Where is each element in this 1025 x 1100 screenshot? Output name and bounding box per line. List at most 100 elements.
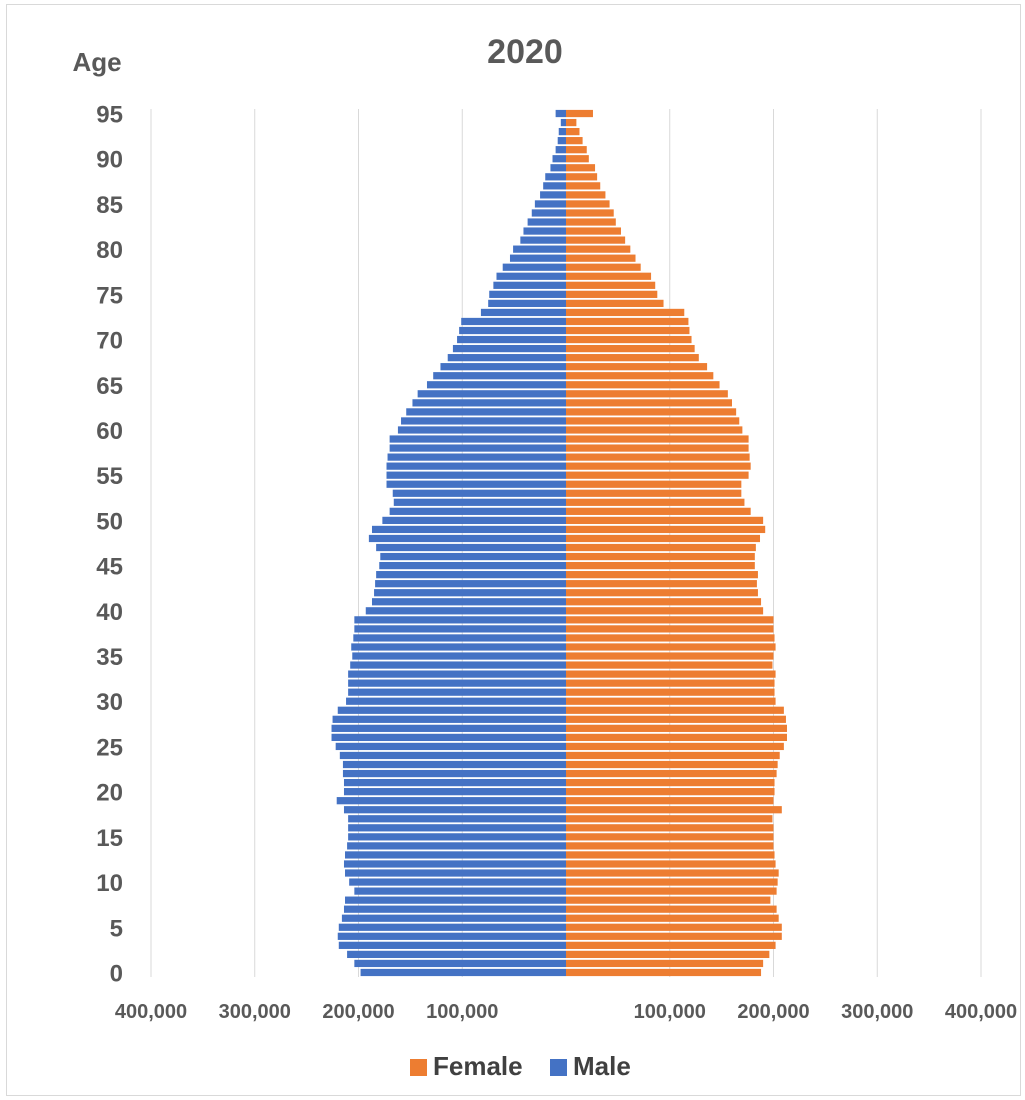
bar-male-age-7 — [343, 905, 566, 913]
bar-female-age-89 — [566, 164, 596, 172]
bar-female-age-57 — [566, 453, 750, 461]
bar-female-age-61 — [566, 417, 740, 425]
bar-male-age-48 — [368, 534, 566, 543]
bar-female-age-2 — [566, 950, 770, 959]
bar-female-age-54 — [566, 480, 742, 488]
bar-male-age-74 — [488, 299, 566, 308]
bar-male-age-36 — [351, 643, 566, 651]
bar-female-age-86 — [566, 191, 606, 199]
bar-female-age-69 — [566, 344, 695, 353]
y-tick-label: 65 — [96, 373, 123, 400]
bar-male-age-22 — [342, 769, 566, 778]
bar-female-age-5 — [566, 923, 782, 931]
bar-male-age-45 — [379, 561, 566, 570]
legend-male: Male — [550, 1051, 631, 1081]
y-tick-label: 35 — [96, 644, 123, 671]
bar-male-age-53 — [392, 489, 566, 497]
y-tick-label: 15 — [96, 825, 123, 852]
bar-female-age-44 — [566, 571, 758, 579]
bar-female-age-82 — [566, 227, 621, 235]
bar-female-age-29 — [566, 706, 784, 714]
bar-female-age-90 — [566, 155, 589, 163]
bar-female-age-1 — [566, 959, 764, 968]
bar-male-age-46 — [380, 552, 566, 561]
legend: Female Male — [410, 1051, 631, 1081]
bar-female-age-67 — [566, 363, 708, 371]
bar-male-age-81 — [520, 236, 566, 244]
bar-female-age-52 — [566, 498, 745, 506]
bar-female-age-93 — [566, 127, 580, 136]
bar-female-age-58 — [566, 444, 749, 452]
bar-female-age-17 — [566, 815, 773, 823]
bar-male-age-61 — [401, 417, 566, 425]
bar-female-age-75 — [566, 290, 658, 298]
y-tick-label: 55 — [96, 463, 123, 490]
bar-female-age-62 — [566, 408, 737, 416]
bar-male-age-42 — [374, 589, 566, 597]
y-tick-label: 10 — [96, 870, 123, 897]
bar-male-age-9 — [354, 887, 566, 895]
bar-female-age-0 — [566, 968, 762, 977]
bar-male-age-43 — [375, 580, 566, 588]
bar-male-age-19 — [336, 797, 566, 805]
bar-male-age-3 — [338, 941, 566, 949]
bar-female-age-8 — [566, 896, 771, 904]
bar-male-age-11 — [345, 869, 566, 877]
bar-male-age-25 — [335, 742, 566, 751]
y-tick-label: 60 — [96, 418, 123, 445]
bar-male-age-91 — [555, 146, 566, 154]
bar-female-age-94 — [566, 118, 577, 127]
bar-male-age-77 — [496, 272, 566, 280]
bar-male-age-49 — [371, 525, 566, 534]
bar-female-age-4 — [566, 932, 782, 940]
bar-male-age-60 — [397, 426, 566, 434]
bar-female-age-39 — [566, 616, 774, 624]
x-tick-label: 100,000 — [634, 1001, 706, 1023]
bar-male-age-69 — [452, 344, 566, 353]
bar-male-age-16 — [348, 824, 566, 832]
bar-male-age-84 — [531, 209, 566, 217]
bar-male-age-30 — [346, 697, 566, 705]
bar-male-age-65 — [426, 381, 566, 389]
bar-male-age-10 — [349, 878, 566, 886]
y-tick-label: 70 — [96, 328, 123, 355]
bar-female-age-37 — [566, 634, 775, 642]
population-pyramid-chart: 2020 Age 0 5 10 15 20 25 30 35 40 45 50 55 60 65 70 75 8… — [72, 33, 1017, 1081]
bar-female-age-68 — [566, 354, 699, 362]
legend-female-swatch — [410, 1059, 427, 1076]
bar-male-age-68 — [447, 354, 566, 362]
bar-male-age-52 — [393, 498, 566, 506]
x-tick-label: 300,000 — [219, 1001, 291, 1023]
y-tick-label: 95 — [96, 102, 123, 129]
bar-female-age-33 — [566, 670, 776, 678]
bar-male-age-8 — [345, 896, 566, 904]
bar-male-age-50 — [382, 516, 566, 525]
bar-female-age-92 — [566, 137, 583, 145]
bar-female-age-43 — [566, 580, 757, 588]
y-tick-label: 20 — [96, 780, 123, 807]
bar-female-age-6 — [566, 914, 779, 922]
bar-female-age-84 — [566, 209, 614, 217]
bar-female-age-76 — [566, 281, 656, 289]
bar-male-age-76 — [493, 281, 566, 289]
bar-male-age-31 — [348, 688, 566, 696]
bar-male-age-87 — [543, 182, 566, 190]
bar-female-age-85 — [566, 200, 610, 208]
bar-female-age-42 — [566, 589, 758, 597]
bar-female-age-36 — [566, 643, 776, 651]
bar-female-age-24 — [566, 751, 780, 760]
bar-male-age-27 — [331, 724, 566, 732]
bar-female-age-71 — [566, 326, 690, 335]
bar-female-age-59 — [566, 435, 749, 443]
bar-male-age-57 — [387, 453, 566, 461]
bar-male-age-93 — [558, 127, 566, 136]
bar-female-age-66 — [566, 372, 714, 380]
bar-male-age-0 — [360, 968, 566, 977]
bar-male-age-1 — [354, 959, 566, 968]
bar-male-age-80 — [513, 245, 566, 253]
bar-female-age-28 — [566, 715, 786, 723]
bar-female-age-81 — [566, 236, 626, 244]
bar-male-age-82 — [523, 227, 566, 235]
bar-male-age-89 — [550, 164, 566, 172]
bar-female-age-12 — [566, 860, 776, 868]
